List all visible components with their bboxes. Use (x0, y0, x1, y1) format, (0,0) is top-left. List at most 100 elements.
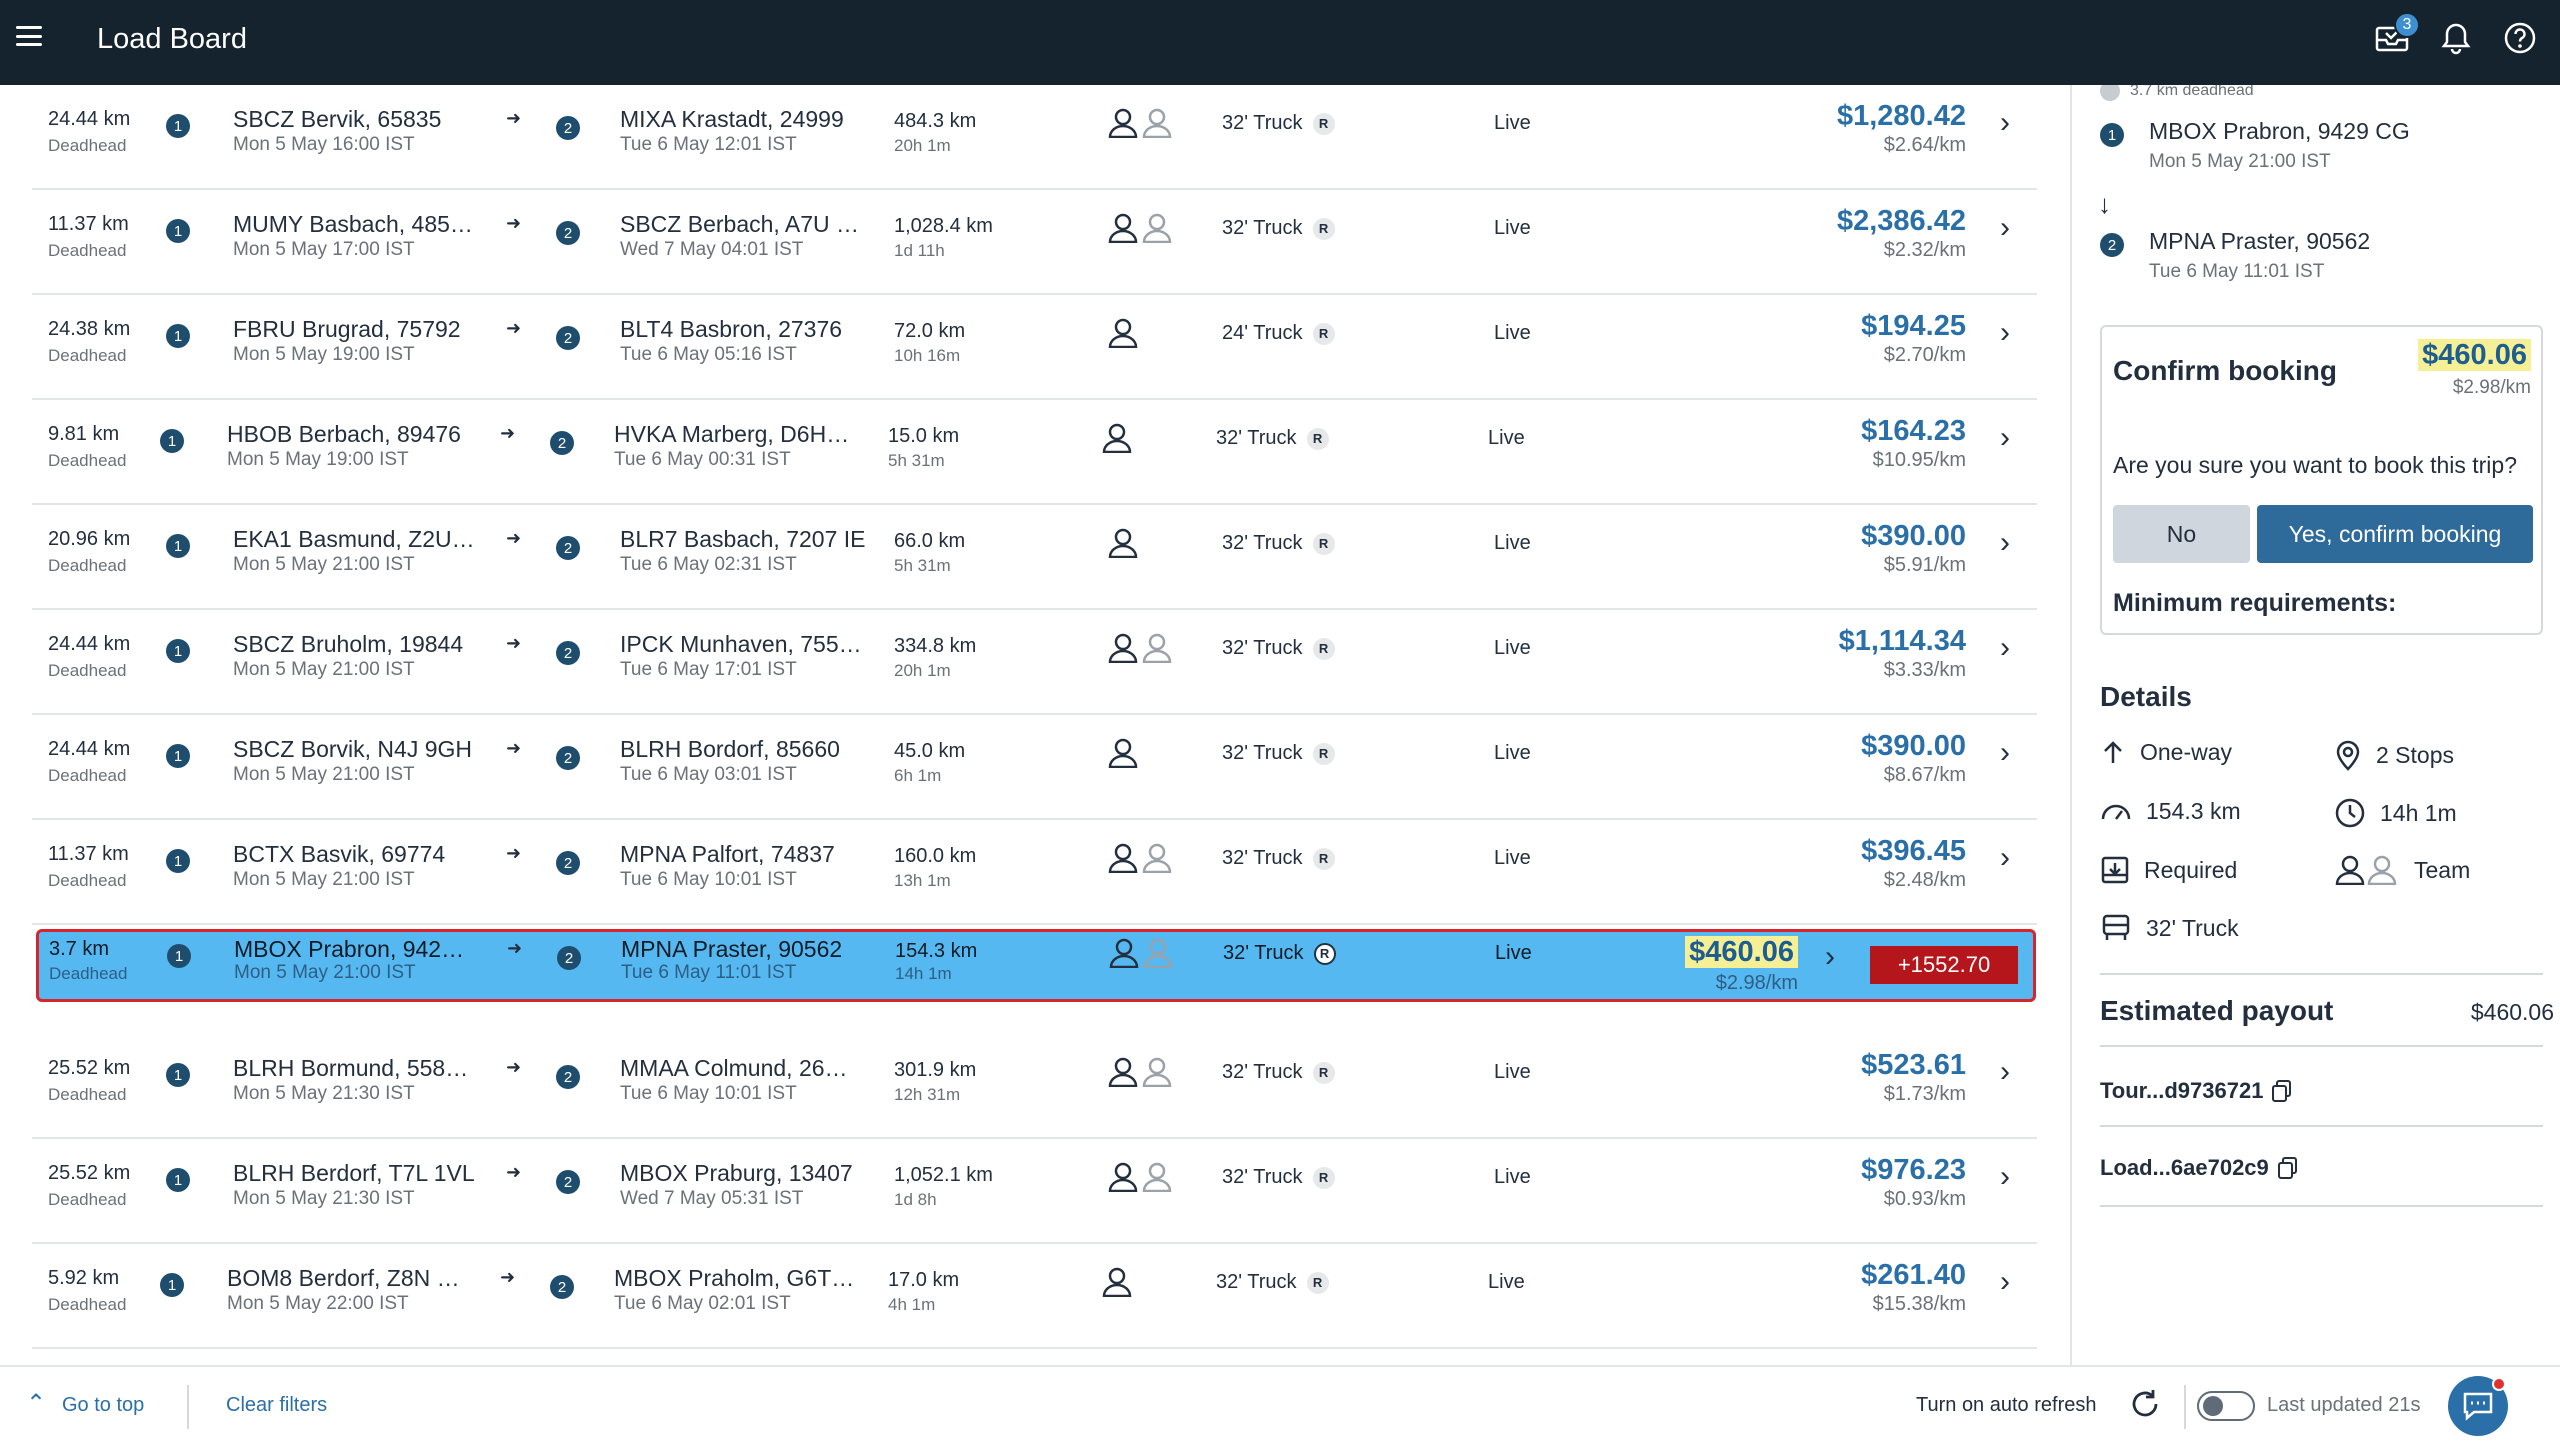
team-icon (2335, 855, 2397, 885)
trip-distance: 15.0 km (888, 425, 960, 447)
load-row[interactable]: 11.37 km Deadhead 1 BCTX Basvik, 69774 Mon 5… (32, 820, 2037, 925)
origin-city: SBCZ Bruholm, 19844 (233, 631, 464, 657)
destination-city: BLR7 Basbach, 7207 IE (620, 526, 866, 552)
chat-button[interactable] (2448, 1376, 2508, 1436)
chevron-right-icon[interactable]: › (2000, 1055, 2010, 1088)
auto-refresh-toggle[interactable] (2197, 1391, 2255, 1421)
deadhead-distance: 9.81 km (48, 423, 120, 445)
destination-city: MBOX Praholm, G6T… (614, 1265, 855, 1291)
requirement-badge: R (1312, 217, 1335, 240)
load-row[interactable]: 9.81 km Deadhead 1 HBOB Berbach, 89476 Mon 5… (32, 400, 2037, 505)
requirement-badge: R (1312, 532, 1335, 555)
rate-per-km: $2.32/km (1883, 239, 1966, 261)
load-row-selected[interactable]: 3.7 km Deadhead 1 MBOX Prabron, 942… Mon 5 M… (36, 929, 2036, 1002)
deadhead-distance: 25.52 km (48, 1057, 131, 1079)
no-button[interactable]: No (2113, 505, 2250, 563)
chevron-right-icon[interactable]: › (2000, 736, 2010, 769)
chevron-right-icon[interactable]: › (2000, 1265, 2010, 1298)
driver-type-icon (1108, 633, 1172, 663)
destination-time: Wed 7 May 04:01 IST (620, 239, 804, 260)
go-to-top-link[interactable]: Go to top (62, 1394, 145, 1416)
arrow-right-icon: ➜ (506, 843, 522, 863)
chevron-right-icon[interactable]: › (2000, 316, 2010, 349)
driver-type-icon (1102, 423, 1132, 453)
arrow-right-icon: ➜ (507, 938, 523, 958)
load-row[interactable]: 24.44 km Deadhead 1 SBCZ Bervik, 65835 Mon 5… (32, 85, 2037, 190)
driver-type: Team (2334, 855, 2470, 885)
arrow-right-icon: ➜ (506, 1162, 522, 1182)
load-row[interactable]: 11.37 km Deadhead 1 MUMY Basbach, 485… Mon 5… (32, 190, 2037, 295)
destination-time: Tue 6 May 11:01 IST (621, 962, 797, 983)
copy-icon[interactable] (2277, 1156, 2299, 1180)
requirement: Required (2100, 855, 2237, 885)
stop-number-2: 2 (556, 851, 580, 875)
footer-bar: ⌃ Go to top Clear filters Turn on auto r… (0, 1365, 2560, 1447)
chevron-right-icon[interactable]: › (2000, 631, 2010, 664)
chevron-right-icon[interactable]: › (2000, 841, 2010, 874)
trip-duration: 13h 1m (894, 871, 951, 890)
requirement-badge: R (1312, 322, 1335, 345)
chevron-up-icon[interactable]: ⌃ (26, 1390, 47, 1417)
copy-icon[interactable] (2271, 1079, 2293, 1103)
chevron-right-icon[interactable]: › (2000, 1160, 2010, 1193)
tour-id: Tour...d9736721 (2100, 1078, 2293, 1104)
load-list: 24.44 km Deadhead 1 SBCZ Bervik, 65835 Mon 5… (32, 85, 2037, 1365)
bell-icon[interactable] (2438, 20, 2474, 56)
stop-number-2: 2 (550, 1275, 574, 1299)
divider (2100, 973, 2543, 975)
stop-number-1: 1 (166, 1168, 190, 1192)
stop-number-1: 1 (160, 1273, 184, 1297)
load-row[interactable]: 24.44 km Deadhead 1 SBCZ Bruholm, 19844 Mon … (32, 610, 2037, 715)
origin-city: MBOX Prabron, 942… (234, 936, 465, 962)
rate-per-km: $8.67/km (1883, 764, 1966, 786)
chevron-right-icon[interactable]: › (2000, 211, 2010, 244)
load-row[interactable]: 25.52 km Deadhead 1 BLRH Bormund, 558… Mon 5… (32, 1034, 2037, 1139)
page-title: Load Board (97, 23, 247, 55)
deadhead-distance: 3.7 km (49, 938, 110, 960)
chevron-right-icon[interactable]: › (2000, 421, 2010, 454)
menu-icon[interactable] (16, 24, 42, 48)
chevron-right-icon[interactable]: › (2000, 526, 2010, 559)
trip-distance: 301.9 km (894, 1059, 977, 1081)
trip-duration: 14h 1m (2334, 797, 2457, 829)
divider (2100, 1125, 2543, 1127)
refresh-icon[interactable] (2128, 1387, 2162, 1427)
min-requirements-label: Minimum requirements: (2113, 589, 2397, 617)
driver-type-icon (1108, 1057, 1172, 1087)
stop-number-1: 1 (166, 534, 190, 558)
origin-time: Mon 5 May 19:00 IST (227, 449, 409, 470)
clear-filters-link[interactable]: Clear filters (226, 1394, 328, 1416)
notification-badge: 3 (2394, 12, 2420, 38)
equipment-type: 32' Truck R (1223, 942, 1336, 965)
equipment-type: 32' Truck R (1222, 1061, 1335, 1084)
load-row[interactable]: 24.44 km Deadhead 1 SBCZ Borvik, N4J 9GH Mon… (32, 715, 2037, 820)
origin-city: HBOB Berbach, 89476 (227, 421, 461, 447)
confirm-booking-button[interactable]: Yes, confirm booking (2257, 505, 2533, 563)
chevron-right-icon[interactable]: › (1825, 940, 1835, 973)
clock-icon (2335, 798, 2365, 828)
chevron-right-icon[interactable]: › (2000, 106, 2010, 139)
trip-duration: 6h 1m (894, 766, 942, 785)
trip-distance: 66.0 km (894, 530, 966, 552)
rate-per-km: $2.48/km (1883, 869, 1966, 891)
stop-number-1: 1 (166, 219, 190, 243)
stop-number-2: 2 (556, 1065, 580, 1089)
driver-type-icon (1109, 938, 1173, 968)
origin-city: BCTX Basvik, 69774 (233, 841, 446, 867)
load-row[interactable]: 20.96 km Deadhead 1 EKA1 Basmund, Z2U… Mon 5… (32, 505, 2037, 610)
confirm-title: Confirm booking (2113, 355, 2337, 386)
help-icon[interactable] (2502, 20, 2538, 56)
trip-duration: 4h 1m (888, 1295, 936, 1314)
arrow-right-icon: ➜ (500, 423, 516, 443)
origin-city: SBCZ Borvik, N4J 9GH (233, 736, 472, 762)
load-row[interactable]: 24.38 km Deadhead 1 FBRU Brugrad, 75792 Mon … (32, 295, 2037, 400)
stop2-name: MPNA Praster, 90562 (2149, 228, 2371, 254)
deadhead-distance: 5.92 km (48, 1267, 120, 1289)
inbox-icon[interactable]: 3 (2374, 12, 2420, 56)
stops-count: 2 Stops (2334, 739, 2454, 771)
trip-duration: 5h 31m (894, 556, 951, 575)
destination-city: MMAA Colmund, 26… (620, 1055, 848, 1081)
load-row[interactable]: 25.52 km Deadhead 1 BLRH Berdorf, T7L 1VL Mo… (32, 1139, 2037, 1244)
last-updated: Last updated 21s (2267, 1394, 2421, 1416)
load-row[interactable]: 5.92 km Deadhead 1 BOM8 Berdorf, Z8N … Mon 5… (32, 1244, 2037, 1349)
